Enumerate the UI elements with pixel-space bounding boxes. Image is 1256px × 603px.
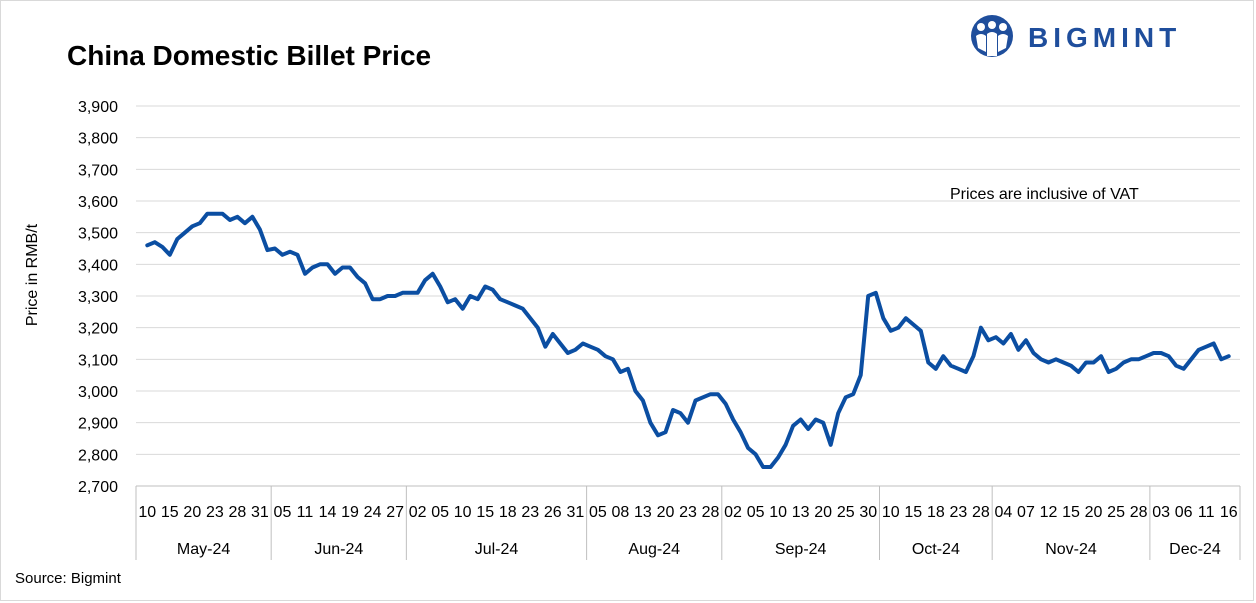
grid-lines bbox=[136, 105, 1240, 455]
x-tick-label: 25 bbox=[837, 504, 855, 521]
x-tick-label: 31 bbox=[566, 504, 584, 521]
x-tick-label: 19 bbox=[341, 504, 359, 521]
x-tick-label: 28 bbox=[972, 504, 990, 521]
y-axis-label: Price in RMB/t bbox=[24, 223, 41, 326]
y-axis-ticks: 2,700 2,800 2,900 3,000 3,100 3,200 3,300 3,400… bbox=[78, 99, 118, 496]
source-note: Source: Bigmint bbox=[15, 570, 121, 587]
x-tick-label: 10 bbox=[882, 504, 900, 521]
x-tick-label: 02 bbox=[724, 504, 742, 521]
y-tick-label: 3,300 bbox=[78, 289, 118, 306]
month-label: Aug-24 bbox=[628, 541, 680, 558]
y-tick-label: 3,100 bbox=[78, 352, 118, 369]
bigmint-logo-icon bbox=[971, 15, 1013, 57]
x-axis: 10 15 20 23 28 31 05 11 14 19 24 27 02 05 10 15 18 23 26 31… bbox=[135, 485, 1241, 560]
x-tick-label: 02 bbox=[409, 504, 427, 521]
y-tick-label: 2,900 bbox=[78, 416, 118, 433]
x-tick-label: 18 bbox=[927, 504, 945, 521]
x-tick-label: 14 bbox=[319, 504, 337, 521]
x-tick-label: 08 bbox=[612, 504, 630, 521]
x-tick-label: 12 bbox=[1040, 504, 1058, 521]
x-tick-label: 31 bbox=[251, 504, 269, 521]
x-tick-label: 15 bbox=[904, 504, 922, 521]
y-tick-label: 2,700 bbox=[78, 479, 118, 496]
x-tick-label: 18 bbox=[499, 504, 517, 521]
x-tick-label: 23 bbox=[206, 504, 224, 521]
x-tick-label: 05 bbox=[747, 504, 765, 521]
x-tick-label: 07 bbox=[1017, 504, 1035, 521]
x-tick-label: 26 bbox=[544, 504, 562, 521]
x-tick-label: 23 bbox=[949, 504, 967, 521]
y-tick-label: 3,600 bbox=[78, 194, 118, 211]
month-label: Oct-24 bbox=[912, 541, 960, 558]
x-tick-label: 28 bbox=[228, 504, 246, 521]
x-tick-label: 25 bbox=[1107, 504, 1125, 521]
x-tick-label: 15 bbox=[161, 504, 179, 521]
y-tick-label: 3,900 bbox=[78, 99, 118, 116]
y-tick-label: 2,800 bbox=[78, 447, 118, 464]
bigmint-logo: BIGMINT bbox=[966, 14, 1236, 62]
month-label: Dec-24 bbox=[1169, 541, 1221, 558]
y-tick-label: 3,700 bbox=[78, 162, 118, 179]
x-tick-label: 20 bbox=[183, 504, 201, 521]
month-label: Jun-24 bbox=[314, 541, 363, 558]
x-tick-label: 11 bbox=[297, 504, 314, 521]
x-tick-label: 15 bbox=[1062, 504, 1080, 521]
x-tick-label: 20 bbox=[1085, 504, 1103, 521]
series-layer bbox=[145, 211, 1231, 469]
chart-title: China Domestic Billet Price bbox=[67, 40, 432, 71]
x-tick-label: 15 bbox=[476, 504, 494, 521]
x-tick-label: 28 bbox=[1130, 504, 1148, 521]
x-tick-label: 05 bbox=[274, 504, 292, 521]
month-label: Sep-24 bbox=[775, 541, 827, 558]
series-line-billet-price bbox=[145, 211, 1231, 469]
x-tick-label: 28 bbox=[702, 504, 720, 521]
x-tick-label: 13 bbox=[634, 504, 652, 521]
x-tick-label: 13 bbox=[792, 504, 810, 521]
x-tick-label: 10 bbox=[769, 504, 787, 521]
x-tick-label: 06 bbox=[1175, 504, 1193, 521]
x-tick-label: 10 bbox=[454, 504, 472, 521]
x-tick-label: 05 bbox=[589, 504, 607, 521]
x-tick-label: 04 bbox=[995, 504, 1013, 521]
y-tick-label: 3,400 bbox=[78, 257, 118, 274]
x-tick-label: 20 bbox=[657, 504, 675, 521]
x-tick-label: 16 bbox=[1220, 504, 1238, 521]
month-label: Jul-24 bbox=[475, 541, 519, 558]
y-tick-label: 3,000 bbox=[78, 384, 118, 401]
x-tick-label: 24 bbox=[364, 504, 382, 521]
x-tick-label: 23 bbox=[679, 504, 697, 521]
x-tick-label: 27 bbox=[386, 504, 404, 521]
month-label: Nov-24 bbox=[1045, 541, 1097, 558]
x-tick-label: 10 bbox=[138, 504, 156, 521]
x-tick-label: 20 bbox=[814, 504, 832, 521]
vat-annotation: Prices are inclusive of VAT bbox=[950, 186, 1139, 203]
month-label: May-24 bbox=[177, 541, 230, 558]
y-tick-label: 3,500 bbox=[78, 226, 118, 243]
bigmint-logo-text: BIGMINT bbox=[1028, 22, 1182, 53]
y-tick-label: 3,800 bbox=[78, 131, 118, 148]
y-tick-label: 3,200 bbox=[78, 321, 118, 338]
x-tick-label: 30 bbox=[859, 504, 877, 521]
x-tick-label: 03 bbox=[1152, 504, 1170, 521]
x-tick-label: 23 bbox=[521, 504, 539, 521]
x-tick-label: 05 bbox=[431, 504, 449, 521]
x-tick-label: 11 bbox=[1198, 504, 1215, 521]
